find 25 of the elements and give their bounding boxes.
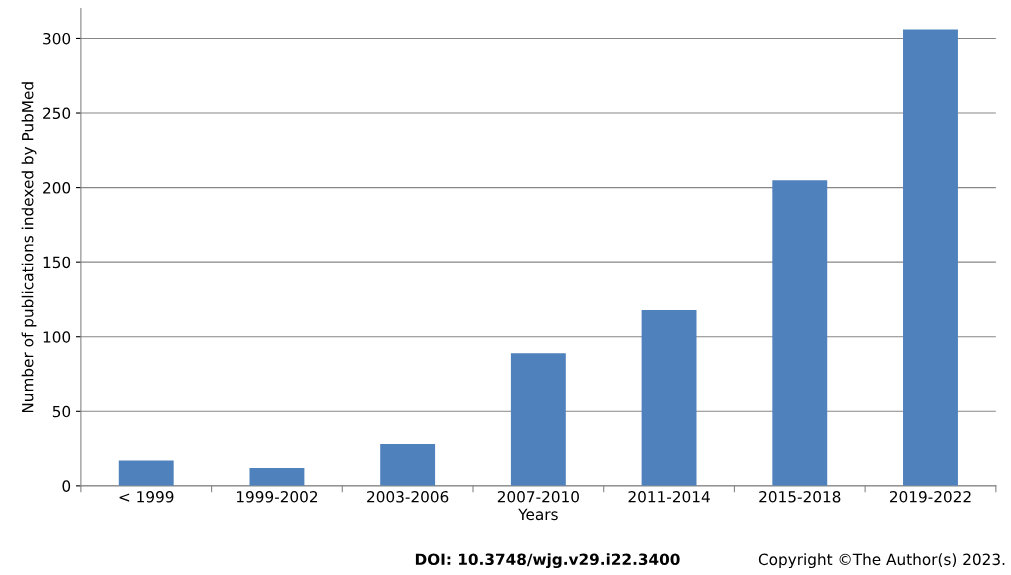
y-tick-label: 250	[43, 107, 71, 120]
y-tick-label: 300	[43, 32, 71, 45]
x-tick-label: 1999-2002	[236, 491, 318, 503]
text: DOI: 10.3748/wjg.v29.i22.3400	[415, 553, 680, 569]
x-tick-label: < 1999	[119, 491, 174, 503]
y-tick-label: 0	[62, 480, 71, 492]
bar	[118, 460, 174, 486]
x-tick-label: 2011-2014	[628, 491, 710, 503]
bar	[641, 309, 697, 486]
bar	[510, 353, 566, 486]
x-axis-title: Years	[518, 508, 558, 521]
x-tick-label: 2015-2018	[759, 491, 841, 503]
y-tick-label: 100	[43, 331, 71, 343]
bar	[903, 29, 958, 486]
text: Copyright ©The Author(s) 2023.	[758, 553, 1005, 569]
y-tick-label: 200	[43, 182, 71, 194]
x-tick-label: 2019-2022	[889, 491, 971, 503]
bar	[380, 444, 436, 486]
y-axis-title: Number of publications indexed by PubMed	[21, 82, 37, 413]
y-tick-label: 50	[52, 405, 71, 418]
bar	[772, 180, 828, 486]
x-tick-label: 2003-2006	[367, 491, 449, 503]
bar	[249, 467, 305, 486]
x-tick-label: 2007-2010	[497, 491, 579, 503]
y-tick-label: 150	[43, 256, 71, 269]
